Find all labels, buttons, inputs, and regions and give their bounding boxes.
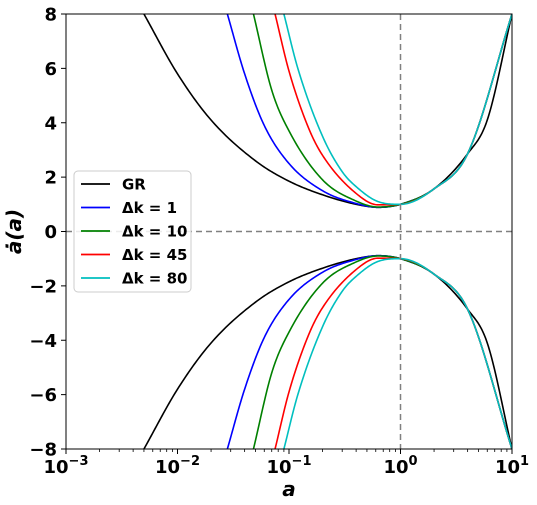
legend-label-3: Δk = 45 (122, 246, 187, 264)
series-line-4-lower (283, 257, 512, 449)
y-tick-label-2: 4 (44, 113, 57, 134)
legend-label-0: GR (122, 176, 146, 194)
tick-labels: 10−3 10−2 10−1 100 101 8 6 4 2 0 −2 −4 −6 −8 (29, 5, 529, 479)
x-tick-label-4: 101 (495, 454, 529, 478)
y-axis-label: ȧ(a) (2, 209, 26, 254)
y-tick-label-5: −2 (29, 276, 57, 297)
legend-label-4: Δk = 80 (122, 270, 187, 288)
series-line-4-upper (283, 14, 512, 206)
x-tick-label-0: 10−3 (43, 454, 88, 478)
legend-label-2: Δk = 10 (122, 223, 187, 241)
legend-label-1: Δk = 1 (122, 199, 177, 217)
legend-box (73, 170, 192, 293)
y-tick-label-1: 6 (44, 59, 57, 80)
y-tick-label-3: 2 (44, 168, 57, 189)
y-tick-label-0: 8 (44, 5, 57, 26)
legend: GR Δk = 1 Δk = 10 Δk = 45 Δk = 80 (73, 170, 192, 293)
x-tick-label-2: 10−1 (266, 454, 311, 478)
x-axis-label: a (282, 477, 296, 501)
y-tick-label-8: −8 (29, 440, 57, 461)
y-tick-label-7: −6 (29, 385, 57, 406)
x-tick-label-1: 10−2 (155, 454, 200, 478)
x-tick-label-3: 100 (383, 454, 417, 478)
tick-marks (61, 13, 513, 454)
y-tick-label-6: −4 (29, 331, 57, 352)
curves-group (143, 14, 512, 449)
y-tick-label-4: 0 (44, 222, 57, 243)
